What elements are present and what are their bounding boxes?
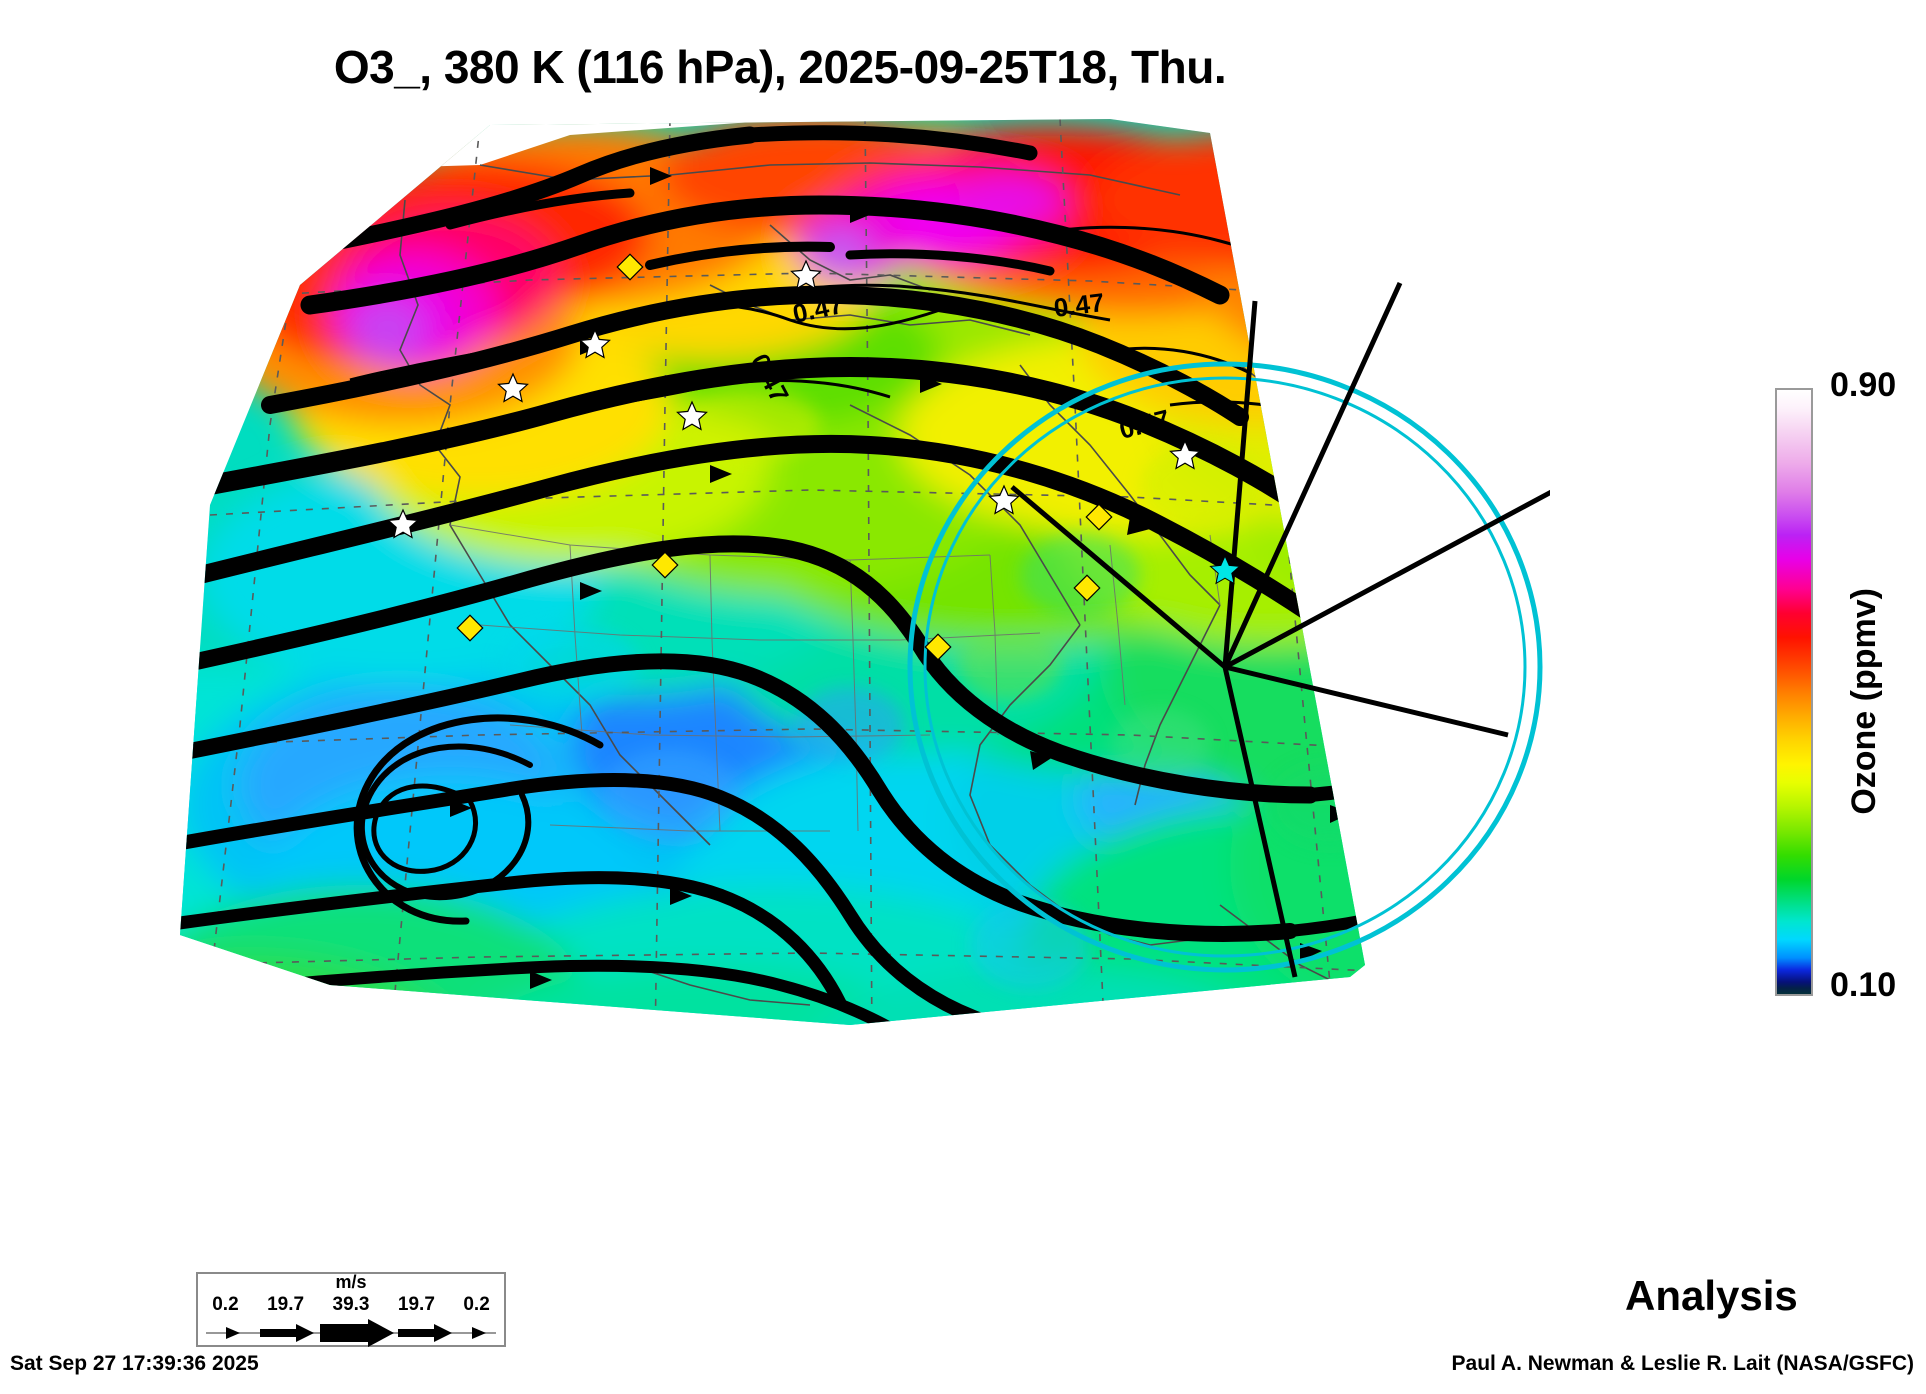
wind-legend-ticks: 0.2 19.7 39.3 19.7 0.2: [198, 1294, 504, 1316]
streamline-arrows: [450, 167, 1352, 989]
colorbar-gradient: [1775, 388, 1813, 996]
wind-speed-legend: m/s 0.2 19.7 39.3 19.7 0.2: [196, 1272, 506, 1347]
colorbar-axis-label: Ozone (ppmv): [1845, 588, 1883, 815]
generation-timestamp: Sat Sep 27 17:39:36 2025: [10, 1352, 259, 1375]
range-ring: [907, 361, 1543, 973]
colorbar: 0.90 0.10 Ozone (ppmv): [1775, 366, 1896, 1004]
contour-label: 0.47: [1052, 287, 1106, 323]
wind-tick: 19.7: [267, 1294, 305, 1315]
wind-tick: 19.7: [397, 1294, 435, 1315]
wind-tick: 0.2: [463, 1294, 490, 1315]
map-canvas: 0.47 0.47 0.47 0.47: [180, 119, 1550, 1025]
page-title: O3_, 380 K (116 hPa), 2025-09-25T18, Thu…: [333, 41, 1227, 93]
analysis-label: Analysis: [1625, 1272, 1798, 1319]
wind-tick: 0.2: [212, 1294, 239, 1315]
wind-tick: 39.3: [332, 1294, 370, 1315]
wind-legend-unit: m/s: [335, 1272, 367, 1292]
colorbar-max-label: 0.90: [1830, 366, 1897, 404]
colorbar-min-label: 0.10: [1830, 966, 1897, 1004]
ozone-map-plot: 0.47 0.47 0.47 0.47: [150, 105, 1550, 1135]
wind-legend-arrows: [206, 1319, 496, 1347]
author-credit: Paul A. Newman & Leslie R. Lait (NASA/GS…: [1451, 1352, 1914, 1375]
station-markers: [387, 253, 1241, 661]
radial-track-lines: [1010, 281, 1550, 978]
